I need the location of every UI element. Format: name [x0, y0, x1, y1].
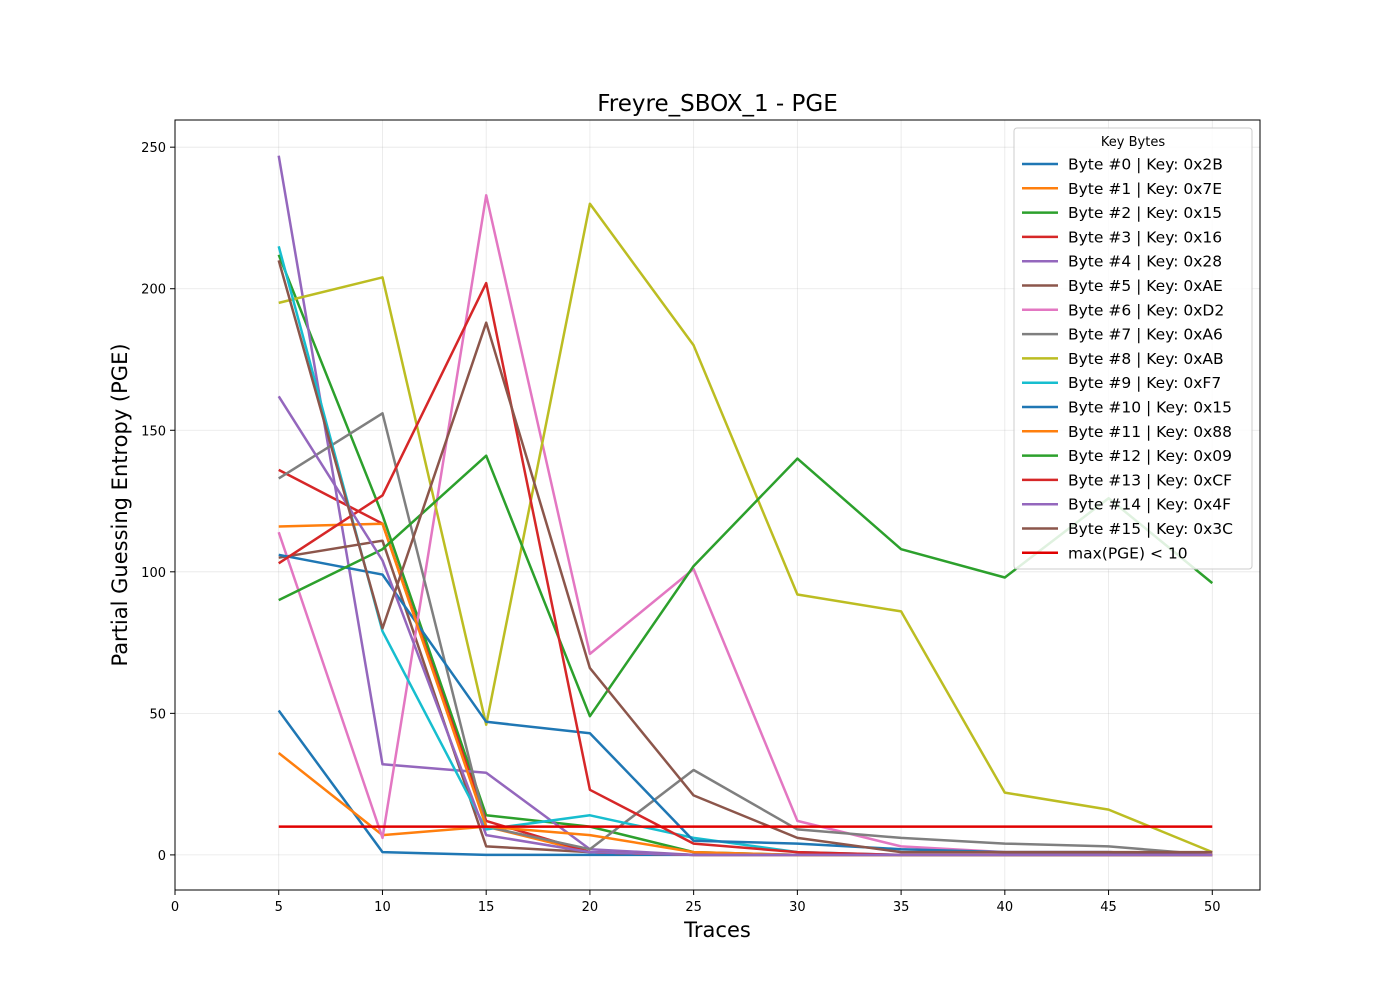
legend-entry-byte-8: Byte #8 | Key: 0xAB	[1068, 350, 1224, 368]
y-tick-label: 50	[149, 707, 166, 722]
x-axis-title: Traces	[683, 918, 751, 942]
x-tick-label: 50	[1204, 900, 1221, 915]
chart-title: Freyre_SBOX_1 - PGE	[597, 91, 838, 117]
y-tick-label: 200	[141, 283, 166, 298]
x-tick-label: 15	[478, 900, 495, 915]
plot-frame	[174, 119, 1261, 891]
x-tick-label: 0	[171, 900, 179, 915]
legend-box	[1013, 127, 1253, 570]
legend-entry-byte-2: Byte #2 | Key: 0x15	[1068, 204, 1222, 222]
legend-entry-byte-5: Byte #5 | Key: 0xAE	[1068, 277, 1223, 295]
y-tick-label: 150	[141, 424, 166, 439]
y-tick-label: 0	[158, 849, 166, 864]
x-tick-label: 25	[685, 900, 702, 915]
legend-entry-threshold: max(PGE) < 10	[1068, 544, 1188, 562]
x-tick-label: 35	[893, 900, 910, 915]
y-axis-title: Partial Guessing Entropy (PGE)	[108, 343, 132, 666]
series-line-byte-7	[278, 412, 1213, 857]
legend-entry-byte-7: Byte #7 | Key: 0xA6	[1068, 326, 1223, 344]
x-tick-label: 20	[582, 900, 599, 915]
series-lines	[277, 155, 1214, 857]
x-tick-label: 10	[374, 900, 391, 915]
legend-entry-byte-13: Byte #13 | Key: 0xCF	[1068, 471, 1232, 489]
x-tick-label: 30	[789, 900, 806, 915]
legend-entry-byte-0: Byte #0 | Key: 0x2B	[1068, 156, 1223, 174]
series-line-byte-14	[277, 395, 1213, 857]
legend: Key Bytes Byte #0 | Key: 0x2B Byte #1 | K…	[1013, 127, 1253, 570]
legend-entry-byte-11: Byte #11 | Key: 0x88	[1068, 423, 1232, 441]
axis-ticks: 0 5 10 15 20 25 30 35 40 45 50 0 50 100 150 200 250	[141, 141, 1220, 915]
legend-entry-byte-12: Byte #12 | Key: 0x09	[1068, 447, 1232, 465]
y-tick-label: 250	[141, 141, 166, 156]
legend-entry-byte-14: Byte #14 | Key: 0x4F	[1068, 496, 1231, 514]
x-tick-label: 5	[275, 900, 283, 915]
legend-entry-byte-15: Byte #15 | Key: 0x3C	[1068, 520, 1233, 538]
x-tick-label: 40	[997, 900, 1014, 915]
legend-entry-byte-9: Byte #9 | Key: 0xF7	[1068, 374, 1221, 392]
y-tick-label: 100	[141, 566, 166, 581]
legend-entry-byte-6: Byte #6 | Key: 0xD2	[1068, 301, 1224, 319]
legend-entry-byte-3: Byte #3 | Key: 0x16	[1068, 228, 1222, 246]
legend-entry-byte-4: Byte #4 | Key: 0x28	[1068, 253, 1222, 271]
x-tick-label: 45	[1100, 900, 1117, 915]
legend-title: Key Bytes	[1101, 135, 1165, 150]
series-line-byte-15	[277, 260, 1213, 854]
legend-entry-byte-10: Byte #10 | Key: 0x15	[1068, 399, 1232, 417]
legend-entry-byte-1: Byte #1 | Key: 0x7E	[1068, 180, 1222, 198]
